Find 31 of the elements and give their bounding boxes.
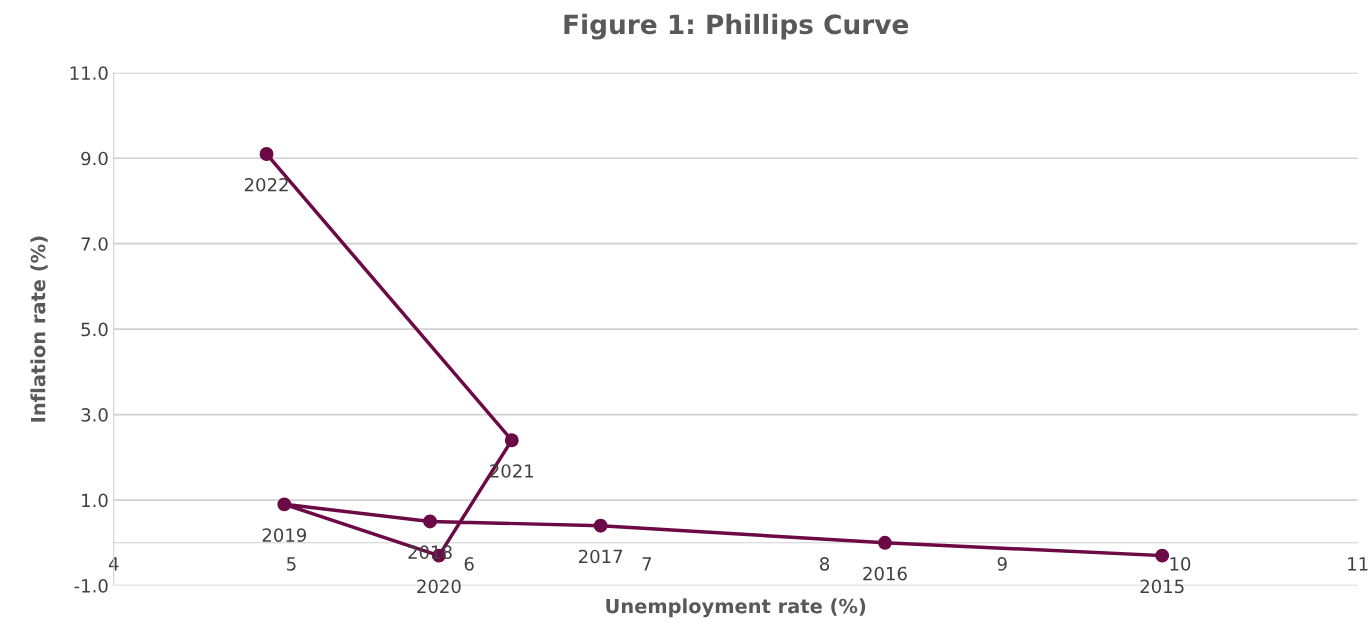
- y-tick-label: 3.0: [81, 408, 108, 422]
- x-tick-label: 9: [997, 557, 1007, 571]
- y-tick-label: 7.0: [81, 237, 108, 251]
- y-axis-title: Inflation rate (%): [30, 236, 48, 422]
- annotation: 2019: [262, 528, 307, 542]
- annotation: 2017: [578, 549, 623, 564]
- x-tick-label: 7: [642, 557, 652, 571]
- point: [423, 514, 437, 529]
- annotation: 2022: [244, 177, 288, 192]
- y-tick-label: 9.0: [81, 151, 108, 166]
- x-tick-label: 4: [108, 557, 119, 571]
- point: [593, 518, 608, 533]
- x-tick-label: 6: [464, 557, 474, 571]
- annotation: 2016: [863, 566, 907, 581]
- y-tick-label: 11.0: [70, 66, 108, 80]
- point: [1155, 548, 1170, 563]
- point: [504, 433, 519, 448]
- y-tick-label: 1.0: [82, 493, 108, 508]
- x-tick-label: 8: [820, 557, 830, 571]
- y-tick-label: 5.0: [81, 322, 108, 337]
- x-axis-title: Unemployment rate (%): [606, 598, 866, 618]
- annotation: 2015: [1140, 579, 1184, 594]
- y-tick-label: -1.0: [74, 578, 108, 593]
- annotation: 2020: [417, 579, 461, 594]
- point: [259, 147, 274, 161]
- x-tick-label: 5: [287, 557, 296, 571]
- point: [277, 497, 292, 512]
- chart-title: Figure 1: Phillips Curve: [564, 13, 909, 40]
- x-tick-label: 10: [1170, 557, 1191, 571]
- x-tick-label: 11: [1348, 557, 1368, 571]
- point: [878, 535, 892, 550]
